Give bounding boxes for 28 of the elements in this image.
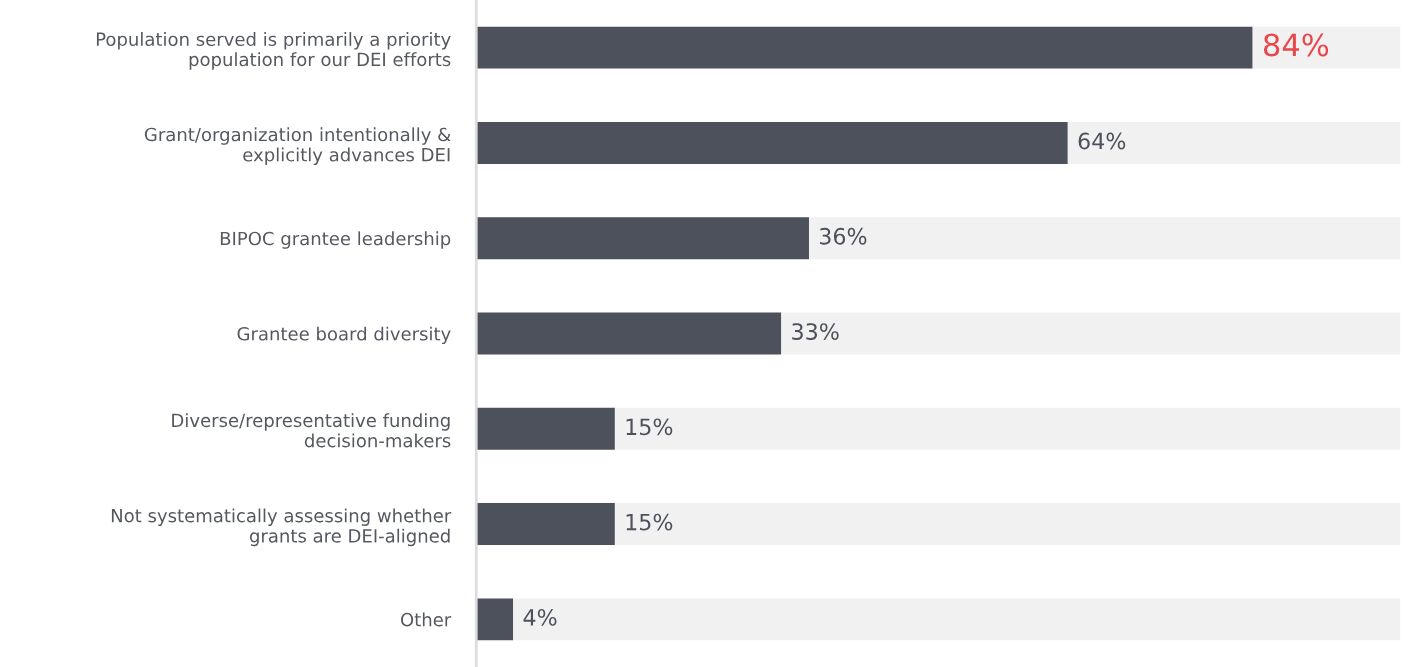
bar [476,598,514,641]
bar [476,121,1068,164]
bar [476,407,615,450]
data-label: 64% [1078,132,1126,150]
bar [476,503,615,546]
bar [614,407,1401,450]
data-label: 15% [626,418,673,436]
data-label: 36% [819,227,867,245]
bar [1067,121,1401,164]
bar [1252,26,1401,69]
data-label: 33% [792,323,839,340]
y-tick-label: Population served is primarily a priority population for our DEI efforts [96,32,451,70]
bar [614,503,1401,546]
data-label: 84% [1263,33,1329,57]
bar [476,312,782,355]
y-tick-label: Grantee board diversity [237,326,451,345]
bar [513,598,1401,641]
y-tick-label: Not systematically assessing whether grants are DEI-aligned [111,508,452,547]
y-tick-label: Diverse/representative funding decision-makers [172,413,451,448]
y-tick-label: Other [400,612,452,627]
bar [476,26,1253,69]
y-tick-label: Grant/organization intentionally & explicitly advances DEI [144,127,451,166]
bar [808,217,1401,260]
y-tick-label: BIPOC grantee leadership [220,231,451,249]
data-label: 15% [626,513,673,531]
bar [476,217,809,260]
bar [781,312,1401,355]
data-label: 4% [523,609,557,626]
